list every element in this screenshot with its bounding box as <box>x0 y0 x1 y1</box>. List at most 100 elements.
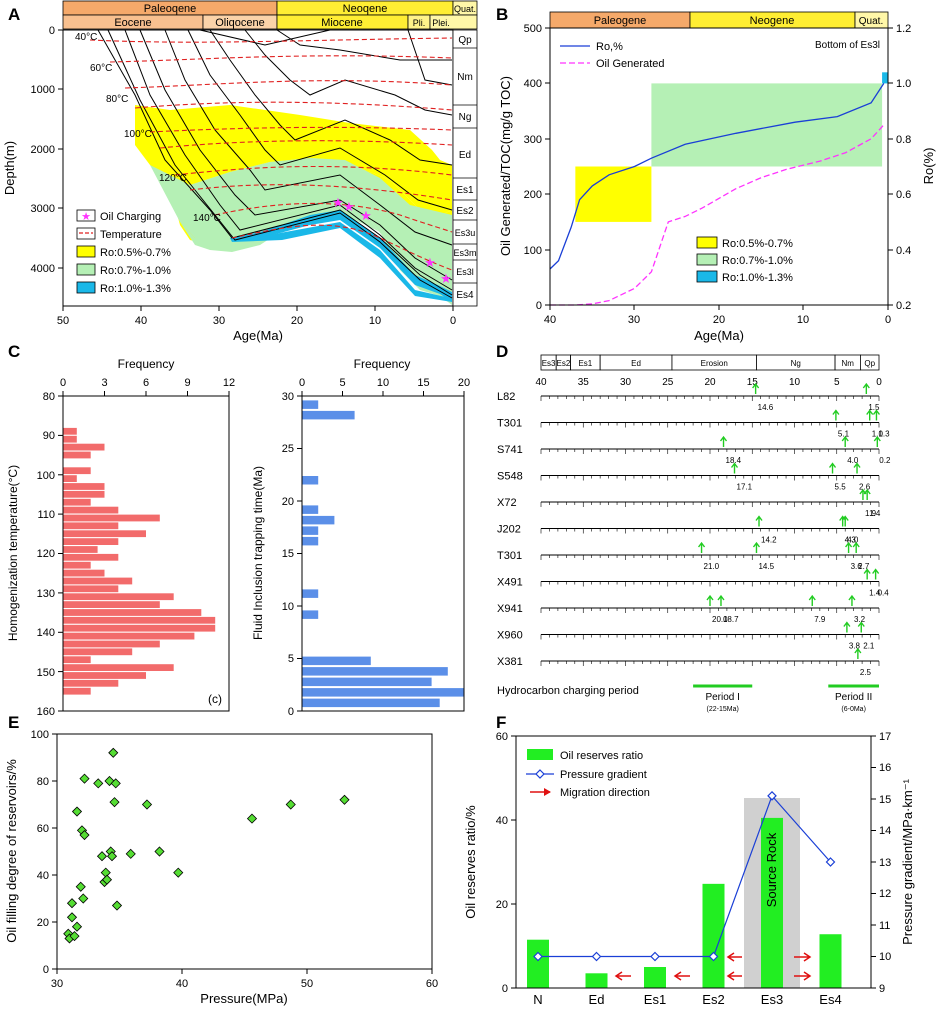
a-fm-9: Es4 <box>456 290 474 301</box>
a-ylabel: Depth(m) <box>2 141 17 195</box>
c-right-ytick-2: 10 <box>282 601 294 613</box>
f-gradient-point-5 <box>825 857 836 867</box>
f-xtick-2: Es1 <box>644 992 666 1007</box>
c-left-bar-16 <box>63 561 91 569</box>
d-charge-arrow-8-0 <box>706 594 714 606</box>
f-xtick-5: Es4 <box>819 992 841 1007</box>
c-right-bar-6 <box>302 536 319 546</box>
d-charge-label-6-2: 3.6 <box>851 562 863 571</box>
b-note: Bottom of Es3l <box>815 40 880 51</box>
a-fm-2: Ng <box>459 112 472 123</box>
f-bar-3 <box>702 883 725 988</box>
d-charge-label-3-1: 5.5 <box>835 483 847 492</box>
svg-text:★: ★ <box>360 208 372 223</box>
d-well-charging-lines: L82 14.6 1.5 T301 5.1 1.10.3 S741 18.4 4.0 0.2 S54… <box>497 382 891 677</box>
e-point-2 <box>66 898 78 909</box>
f-gradient-point-2 <box>650 951 660 962</box>
a-legend-text-0: Oil Charging <box>100 211 161 223</box>
b-xtick-4: 0 <box>885 314 891 326</box>
c-left-bar-17 <box>63 569 105 577</box>
e-point-10 <box>79 773 90 784</box>
e-plot-frame <box>56 733 433 970</box>
d-xtick-4: 20 <box>704 377 716 388</box>
c-left-bar-22 <box>63 609 202 616</box>
d-period-name-0: Period I <box>705 692 739 703</box>
d-charge-label-5-2: 4.0 <box>847 536 859 545</box>
e-point-23 <box>111 900 123 911</box>
c-left-bar-32 <box>63 687 91 695</box>
e-point-19 <box>106 851 118 862</box>
c-right-bar-4 <box>302 515 335 525</box>
d-well-name-6: T301 <box>497 550 522 562</box>
e-point-25 <box>141 799 153 810</box>
c-left-ytick-3: 110 <box>37 509 55 521</box>
b-yrtick-3: 0.8 <box>896 134 911 146</box>
e-ytick-3: 60 <box>37 823 49 835</box>
f-gradient-line <box>538 794 831 958</box>
c-left-bar-11 <box>63 522 119 530</box>
d-xtick-7: 5 <box>834 377 840 388</box>
a-fm-8: Es3l <box>456 267 474 277</box>
d-charge-arrow-9-1 <box>857 621 865 633</box>
b-yltick-3: 300 <box>524 134 542 146</box>
f-gradient-point-3 <box>708 951 719 962</box>
a-legend: ★ <box>76 209 96 294</box>
f-arrow-es2-lower <box>726 971 742 981</box>
c-right-ytick-1: 5 <box>288 653 294 665</box>
c-left-bar-8 <box>63 498 91 506</box>
d-well-name-5: J202 <box>497 524 521 536</box>
panel-a-label: A <box>8 5 20 24</box>
c-left-ytick-4: 120 <box>37 548 55 560</box>
a-epoch-text-3: Pli. <box>413 18 426 28</box>
e-xtick-3: 60 <box>426 978 438 990</box>
e-point-20 <box>108 747 119 758</box>
panel-c: C Frequency 0 3 6 9 12 80 90 100 110 120… <box>6 342 470 718</box>
f-gradient-point-4 <box>767 791 777 801</box>
b-xtick-1: 30 <box>628 314 640 326</box>
d-well-name-10: X381 <box>497 656 523 668</box>
a-zone-ro-07-10 <box>150 158 452 290</box>
c-left-bar-10 <box>63 514 160 522</box>
f-arrow-es1 <box>673 971 690 981</box>
d-period-range-1: (6-0Ma) <box>841 706 866 713</box>
e-point-9 <box>78 893 89 904</box>
b-yltick-4: 400 <box>524 78 542 90</box>
b-ylabel-right: Ro(%) <box>921 148 936 185</box>
f-yrtick-7: 16 <box>879 762 891 774</box>
a-temp-label-5: 140°C <box>193 213 221 224</box>
a-xtick-2: 30 <box>213 315 225 327</box>
c-right-bar-0 <box>302 400 319 409</box>
a-xtick-3: 20 <box>291 315 303 327</box>
c-left-bar-19 <box>63 585 119 593</box>
b-yrtick-5: 1.2 <box>896 23 911 35</box>
c-right-bar-2 <box>302 476 319 485</box>
c-left-title: Frequency <box>118 357 175 371</box>
d-charge-arrow-2-0 <box>719 435 728 447</box>
d-strat-label-5: Ng <box>791 359 801 368</box>
c-left-bar-18 <box>63 577 133 585</box>
f-yrtick-2: 11 <box>879 920 890 932</box>
f-ylabel-right: Pressure gradient/MPa·km⁻¹ <box>900 778 915 944</box>
a-zone-ro-05-07 <box>135 105 452 220</box>
b-yrtick-1: 0.4 <box>896 245 911 257</box>
e-ytick-4: 80 <box>37 776 49 788</box>
c-left-bar-4 <box>63 467 91 475</box>
d-charge-label-2-2: 0.2 <box>879 456 891 465</box>
d-charge-arrow-5-0 <box>755 515 763 527</box>
c-left-bar-25 <box>63 632 195 640</box>
e-ytick-0: 0 <box>43 964 49 976</box>
a-zone-ro-10-13-b <box>232 222 452 302</box>
d-charge-label-6-1: 14.5 <box>758 562 774 571</box>
b-legend-box-1: Ro:0.7%-1.0% <box>722 255 793 267</box>
c-right-xtick-2: 10 <box>377 377 389 389</box>
c-right-xtick-3: 15 <box>417 377 429 389</box>
f-yrtick-6: 15 <box>879 794 891 806</box>
e-point-3 <box>66 912 78 923</box>
c-left-bar-13 <box>63 538 119 545</box>
b-xtick-2: 20 <box>713 314 725 326</box>
c-left-ytick-8: 160 <box>37 706 55 718</box>
e-point-22 <box>110 778 121 789</box>
d-well-name-3: S548 <box>497 471 523 483</box>
a-legend-text-4: Ro:1.0%-1.3% <box>100 283 171 295</box>
